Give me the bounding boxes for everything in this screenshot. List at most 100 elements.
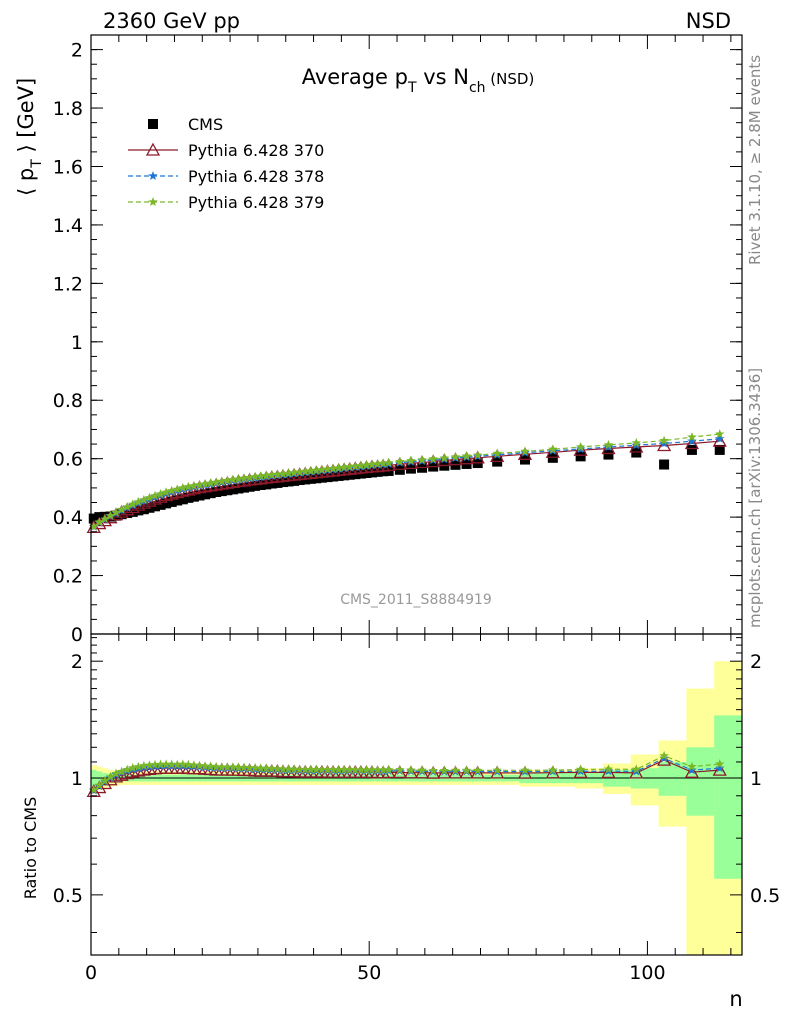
data-point-3 xyxy=(200,479,210,489)
ratio-point-2 xyxy=(603,764,614,774)
data-point-3 xyxy=(178,482,188,492)
data-point-3 xyxy=(311,465,322,475)
ratio-point-2 xyxy=(261,763,271,773)
ratio-point-2 xyxy=(339,764,349,774)
side-label-top: Rivet 3.1.10, ≥ 2.8M events xyxy=(746,55,764,265)
ratio-y-tick-label: 2 xyxy=(71,651,83,673)
ratio-point-0 xyxy=(545,765,560,779)
legend-marker xyxy=(145,142,161,156)
ratio-point-2 xyxy=(300,764,310,774)
ratio-point-2 xyxy=(289,764,299,774)
data-point-1 xyxy=(573,442,588,456)
data-point-1 xyxy=(448,452,463,466)
data-point-0 xyxy=(227,484,238,495)
data-point-3 xyxy=(520,446,530,456)
ratio-point-2 xyxy=(383,764,394,774)
data-point-3 xyxy=(183,481,194,491)
ratio-point-0 xyxy=(629,765,644,779)
ratio-y-tick-label: 1 xyxy=(750,768,762,790)
ratio-point-2 xyxy=(205,761,216,771)
data-point-1 xyxy=(392,456,407,470)
data-point-3 xyxy=(233,474,244,484)
y-tick-label: 1.8 xyxy=(53,98,83,120)
data-point-3 xyxy=(211,477,221,487)
ratio-point-2 xyxy=(328,764,338,774)
data-point-3 xyxy=(105,510,116,520)
ratio-point-0 xyxy=(437,765,452,779)
data-point-3 xyxy=(715,429,725,439)
data-point-3 xyxy=(461,451,472,461)
ratio-point-2 xyxy=(239,762,249,772)
ratio-point-2 xyxy=(189,760,199,770)
ratio-point-2 xyxy=(111,768,121,778)
data-point-1 xyxy=(517,446,533,460)
ratio-point-2 xyxy=(575,764,586,774)
legend: CMS Pythia 6.428 370 Pythia 6.428 378 Pythi… xyxy=(128,115,324,212)
data-point-1 xyxy=(657,438,672,452)
data-point-3 xyxy=(244,472,255,482)
data-point-1 xyxy=(470,450,485,464)
data-point-3 xyxy=(172,484,182,494)
data-point-3 xyxy=(150,490,160,500)
ratio-point-2 xyxy=(406,765,416,775)
data-point-3 xyxy=(306,466,316,475)
data-point-3 xyxy=(116,504,127,514)
ratio-point-2 xyxy=(183,759,194,769)
data-point-1 xyxy=(414,455,430,469)
data-point-0 xyxy=(250,480,261,491)
uncertainty-band-inner xyxy=(658,761,687,796)
data-point-3 xyxy=(450,451,461,461)
ratio-point-2 xyxy=(89,784,99,794)
ratio-point-0 xyxy=(470,765,485,779)
data-point-3 xyxy=(317,464,327,474)
data-point-3 xyxy=(395,456,405,466)
data-point-3 xyxy=(417,454,427,464)
x-tick-label: 0 xyxy=(85,962,97,984)
ratio-point-2 xyxy=(144,760,155,770)
ratio-point-2 xyxy=(631,764,641,774)
data-point-1 xyxy=(459,451,474,465)
ratio-point-2 xyxy=(200,761,210,771)
data-point-3 xyxy=(133,496,144,506)
y-tick-label: 1 xyxy=(71,332,83,354)
data-point-3 xyxy=(367,459,377,469)
data-point-3 xyxy=(322,464,333,474)
data-point-3 xyxy=(222,475,233,485)
data-point-3 xyxy=(272,469,283,479)
ratio-point-2 xyxy=(520,765,530,775)
ratio-point-0 xyxy=(414,765,430,779)
data-point-3 xyxy=(687,432,697,442)
data-point-3 xyxy=(139,494,149,504)
ratio-point-2 xyxy=(356,765,366,774)
main-panel: 0 0.2 0.4 0.6 0.8 1 1.2 1.4 1.6 1.8 2 Average pT v… xyxy=(14,34,743,646)
ratio-point-2 xyxy=(233,762,244,772)
data-point-0 xyxy=(188,491,199,502)
ratio-data-layer xyxy=(86,750,727,798)
uncertainty-band-inner xyxy=(686,747,715,816)
legend-label: Pythia 6.428 378 xyxy=(188,167,324,186)
ratio-point-2 xyxy=(361,765,372,774)
ratio-y-axis-label: Ratio to CMS xyxy=(21,797,40,899)
data-point-3 xyxy=(300,466,310,476)
data-point-3 xyxy=(439,453,450,463)
ratio-point-2 xyxy=(350,765,361,774)
data-point-1 xyxy=(403,456,419,470)
data-point-0 xyxy=(200,489,211,500)
ratio-point-2 xyxy=(267,763,277,773)
ratio-point-0 xyxy=(601,765,616,779)
data-point-0 xyxy=(216,486,227,497)
y-tick-label: 1.4 xyxy=(53,215,83,237)
data-point-0 xyxy=(155,499,166,510)
ratio-point-2 xyxy=(116,766,127,776)
data-point-3 xyxy=(492,448,502,458)
ratio-point-2 xyxy=(172,759,182,769)
data-point-0 xyxy=(686,444,697,455)
ratio-point-2 xyxy=(306,764,316,774)
data-point-1 xyxy=(225,474,240,489)
data-point-0 xyxy=(177,494,188,505)
ratio-point-2 xyxy=(311,764,322,774)
data-point-3 xyxy=(250,471,260,481)
ratio-point-2 xyxy=(122,764,132,774)
ratio-point-2 xyxy=(100,775,110,785)
